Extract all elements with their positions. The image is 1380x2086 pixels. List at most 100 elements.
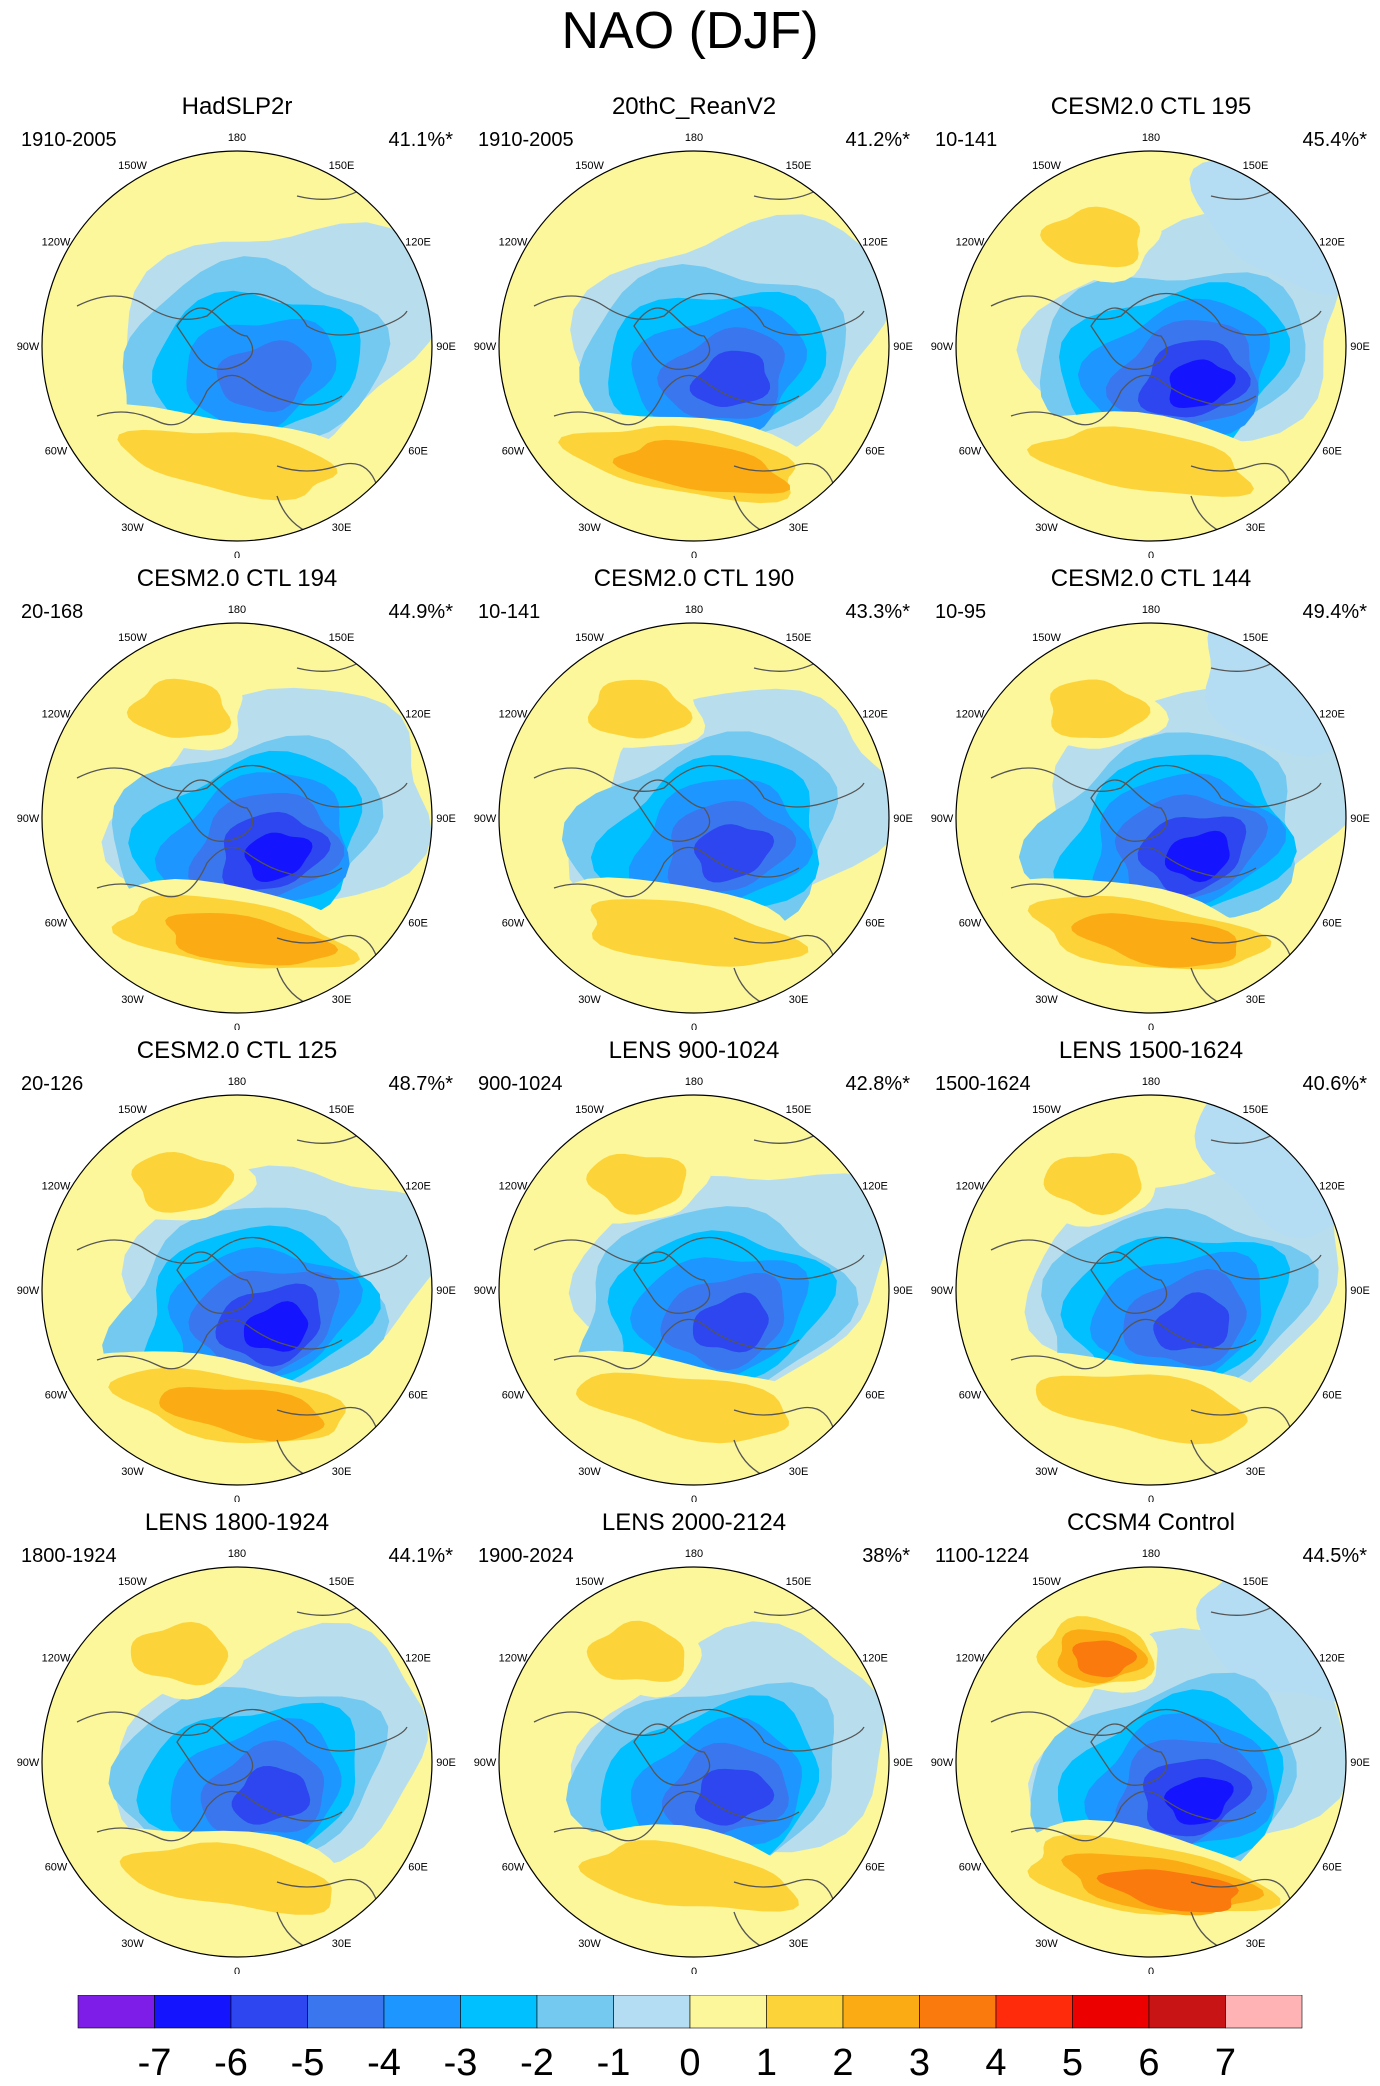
- field-contour: [586, 1620, 685, 1682]
- longitude-label: 60E: [1322, 446, 1342, 458]
- field-contour: [126, 678, 232, 738]
- longitude-label: 90W: [474, 1285, 497, 1297]
- longitude-label: 30E: [1246, 1466, 1266, 1478]
- field-contour: [243, 1301, 309, 1352]
- longitude-label: 180: [1142, 604, 1160, 616]
- longitude-label: 90E: [1350, 1757, 1370, 1769]
- map-border: [498, 150, 890, 542]
- longitude-label: 120E: [1319, 709, 1345, 721]
- longitude-label: 60E: [865, 446, 885, 458]
- longitude-label: 90W: [931, 341, 954, 353]
- panel-period: 10-95: [935, 601, 987, 623]
- colorbar-swatch: [995, 1995, 1073, 2029]
- field-contour: [1164, 830, 1230, 883]
- longitude-label: 30E: [789, 522, 809, 534]
- field-contour: [590, 899, 809, 967]
- panel-variance-percent: 44.1%*: [388, 1545, 454, 1567]
- colorbar-swatch: [154, 1995, 232, 2029]
- map-panel: 180 150E 120E 90E 60E 30E 0 30W 60W 90W 120W 150W LE…: [931, 1032, 1371, 1502]
- field-contour: [117, 429, 338, 501]
- polar-map: 180 150E 120E 90E 60E 30E 0 30W 60W 90W 120W 150W: [931, 132, 1370, 558]
- panel-title: LENS 1800-1924: [144, 1509, 330, 1536]
- longitude-label: 90E: [893, 1285, 913, 1297]
- map-border: [955, 622, 1347, 1014]
- colorbar-tick-label: 1: [756, 2042, 777, 2084]
- field-contour: [692, 1292, 769, 1353]
- longitude-label: 150W: [118, 1104, 147, 1116]
- longitude-label: 150W: [118, 1576, 147, 1588]
- longitude-label: 120E: [1319, 1653, 1345, 1665]
- longitude-label: 30E: [332, 1938, 352, 1950]
- longitude-label: 120W: [499, 1653, 528, 1665]
- longitude-label: 150E: [1243, 160, 1269, 172]
- field-contour: [587, 679, 693, 739]
- map-panel: 180 150E 120E 90E 60E 30E 0 30W 60W 90W 120W 150W CE…: [931, 560, 1371, 1030]
- panel-period: 1910-2005: [478, 129, 574, 151]
- longitude-label: 0: [1148, 1494, 1154, 1502]
- longitude-label: 150E: [786, 1104, 812, 1116]
- map-panel: 180 150E 120E 90E 60E 30E 0 30W 60W 90W 120W 150W CE…: [931, 88, 1371, 558]
- colorbar-tick-label: -7: [138, 2042, 172, 2084]
- longitude-label: 0: [234, 1966, 240, 1974]
- colorbar: -7 -6 -5 -4 -3 -2 -1 0 1 2 3 4 5 6 7: [77, 1995, 1303, 2084]
- longitude-label: 90W: [931, 813, 954, 825]
- longitude-label: 0: [234, 1494, 240, 1502]
- longitude-label: 90E: [436, 1757, 456, 1769]
- longitude-label: 0: [691, 550, 697, 558]
- longitude-label: 120E: [862, 237, 888, 249]
- field-contour: [1040, 206, 1141, 268]
- panel-variance-percent: 44.5%*: [1302, 1545, 1368, 1567]
- longitude-label: 150W: [575, 632, 604, 644]
- longitude-label: 90W: [17, 813, 40, 825]
- longitude-label: 150E: [786, 160, 812, 172]
- colorbar-tick-label: -6: [214, 2042, 248, 2084]
- panel-title: LENS 2000-2124: [601, 1509, 787, 1536]
- longitude-label: 30W: [121, 1938, 144, 1950]
- polar-map: 180 150E 120E 90E 60E 30E 0 30W 60W 90W 120W 150W: [931, 1548, 1370, 1974]
- longitude-label: 60E: [1322, 1862, 1342, 1874]
- polar-map: 180 150E 120E 90E 60E 30E 0 30W 60W 90W 120W 150W: [474, 604, 913, 1030]
- panel-title: CCSM4 Control: [1066, 1509, 1236, 1536]
- longitude-label: 150W: [118, 160, 147, 172]
- longitude-label: 120W: [956, 237, 985, 249]
- longitude-label: 120W: [42, 1653, 71, 1665]
- field-contour: [689, 350, 771, 407]
- colorbar-tick-label: 5: [1062, 2042, 1083, 2084]
- longitude-label: 0: [1148, 1966, 1154, 1974]
- longitude-label: 90E: [893, 813, 913, 825]
- longitude-label: 180: [228, 132, 246, 144]
- field-contour: [612, 439, 790, 494]
- longitude-label: 30E: [332, 1466, 352, 1478]
- longitude-label: 150E: [329, 1104, 355, 1116]
- field-contour: [575, 1372, 789, 1444]
- field-contour: [1153, 1292, 1230, 1351]
- longitude-label: 150W: [1032, 1104, 1061, 1116]
- longitude-label: 120E: [1319, 1181, 1345, 1193]
- field-contour: [244, 832, 313, 882]
- colorbar-swatch: [1225, 1995, 1303, 2029]
- longitude-label: 30W: [1035, 1938, 1058, 1950]
- map-border: [955, 150, 1347, 542]
- map-panel: 180 150E 120E 90E 60E 30E 0 30W 60W 90W 120W 150W CC…: [931, 1504, 1371, 1974]
- longitude-label: 120W: [499, 709, 528, 721]
- longitude-label: 90W: [931, 1757, 954, 1769]
- colorbar-swatch: [77, 1995, 155, 2029]
- longitude-label: 150W: [575, 1104, 604, 1116]
- longitude-label: 90W: [474, 341, 497, 353]
- longitude-label: 180: [1142, 1076, 1160, 1088]
- longitude-label: 30W: [121, 994, 144, 1006]
- map-border: [41, 622, 433, 1014]
- longitude-label: 150E: [786, 632, 812, 644]
- field-contour: [119, 1842, 332, 1915]
- map-panel: 180 150E 120E 90E 60E 30E 0 30W 60W 90W 120W 150W 20…: [474, 88, 914, 558]
- longitude-label: 150E: [1243, 1576, 1269, 1588]
- figure-title: NAO (DJF): [561, 2, 819, 60]
- longitude-label: 60W: [959, 1862, 982, 1874]
- field-contour: [578, 1840, 799, 1912]
- longitude-label: 0: [691, 1022, 697, 1030]
- map-border: [955, 1566, 1347, 1958]
- field-contour: [131, 1152, 235, 1213]
- longitude-label: 60W: [45, 918, 68, 930]
- longitude-label: 60E: [408, 1862, 428, 1874]
- colorbar-swatch: [230, 1995, 308, 2029]
